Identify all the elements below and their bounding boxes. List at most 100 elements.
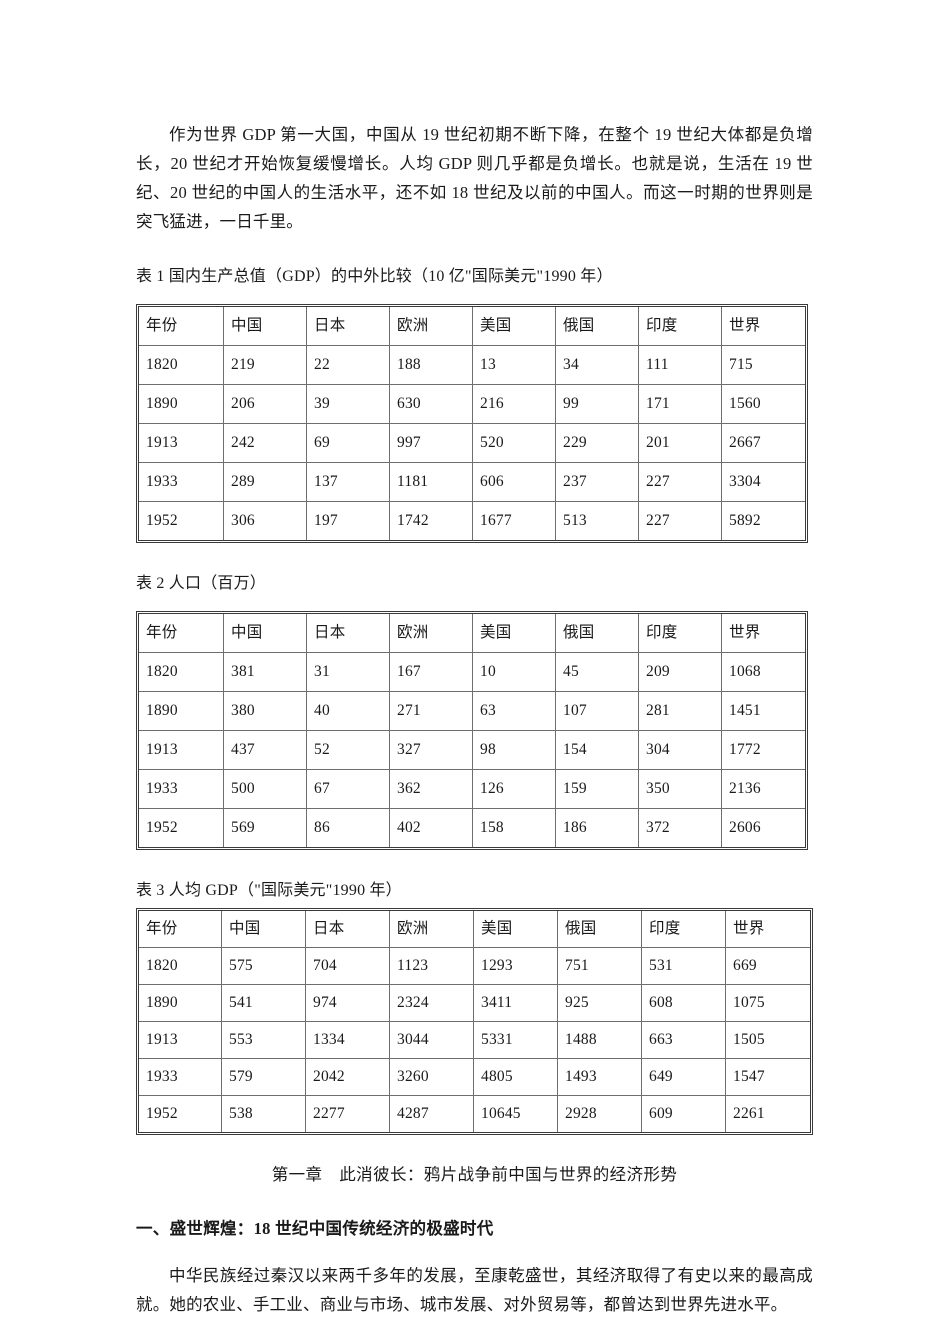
table-cell: 158 [473,809,556,847]
column-header: 中国 [224,614,307,653]
column-header: 俄国 [558,911,642,948]
table-cell: 167 [390,653,473,692]
table-cell: 1123 [390,948,474,985]
table-cell: 13 [473,346,556,385]
column-header: 欧洲 [390,307,473,346]
table-row: 1952 306 197 1742 1677 513 227 5892 [139,502,805,540]
table-cell: 1293 [474,948,558,985]
column-header: 中国 [224,307,307,346]
table-cell: 531 [642,948,726,985]
column-header: 年份 [139,614,224,653]
table-cell: 575 [222,948,306,985]
table-population: 年份 中国 日本 欧洲 美国 俄国 印度 世界 1820 381 31 167 … [136,611,808,850]
table-cell: 1820 [139,346,224,385]
column-header: 世界 [722,614,805,653]
table-cell: 3411 [474,985,558,1022]
table-cell: 1952 [139,502,224,540]
table-cell: 630 [390,385,473,424]
column-header: 世界 [722,307,805,346]
table-cell: 107 [556,692,639,731]
table-cell: 86 [307,809,390,847]
table-cell: 188 [390,346,473,385]
table-cell: 22 [307,346,390,385]
table-cell: 111 [639,346,722,385]
table-cell: 553 [222,1022,306,1059]
column-header: 俄国 [556,614,639,653]
table-cell: 1952 [139,1096,222,1132]
table-cell: 52 [307,731,390,770]
table-cell: 69 [307,424,390,463]
table-cell: 437 [224,731,307,770]
table-cell: 3260 [390,1059,474,1096]
column-header: 美国 [473,307,556,346]
table-cell: 67 [307,770,390,809]
table-cell: 751 [558,948,642,985]
table-cell: 1913 [139,1022,222,1059]
table-cell: 1820 [139,653,224,692]
column-header: 世界 [726,911,810,948]
closing-paragraph: 中华民族经过秦汉以来两千多年的发展，至康乾盛世，其经济取得了有史以来的最高成就。… [136,1266,813,1314]
table-cell: 520 [473,424,556,463]
intro-paragraph: 作为世界 GDP 第一大国，中国从 19 世纪初期不断下降，在整个 19 世纪大… [136,125,813,231]
table-cell: 380 [224,692,307,731]
table-row: 1820 219 22 188 13 34 111 715 [139,346,805,385]
table-cell: 45 [556,653,639,692]
table-cell: 197 [307,502,390,540]
table-cell: 1913 [139,731,224,770]
table-cell: 281 [639,692,722,731]
table-cell: 1493 [558,1059,642,1096]
column-header: 美国 [473,614,556,653]
column-header: 中国 [222,911,306,948]
spacer [136,236,813,266]
table-cell: 2324 [390,985,474,1022]
spacer [136,595,813,611]
table-header-row: 年份 中国 日本 欧洲 美国 俄国 印度 世界 [139,614,805,653]
column-header: 日本 [307,614,390,653]
table-cell: 649 [642,1059,726,1096]
table-cell: 1334 [306,1022,390,1059]
table-cell: 216 [473,385,556,424]
table-3-caption: 表 3 人均 GDP（"国际美元"1990 年） [136,882,402,899]
column-header: 美国 [474,911,558,948]
table-cell: 2606 [729,819,761,837]
table-cell: 1488 [558,1022,642,1059]
table-row: 1933 500 67 362 126 159 350 2136 [139,770,805,809]
table-cell: 1933 [139,770,224,809]
table-cell: 171 [639,385,722,424]
table-cell: 219 [224,346,307,385]
table-cell: 1075 [726,985,810,1022]
table-cell: 538 [222,1096,306,1132]
table-cell: 34 [556,346,639,385]
table-cell: 63 [473,692,556,731]
table-cell: 186 [556,809,639,847]
table-cell: 1772 [722,731,805,770]
table-cell: 39 [307,385,390,424]
table-cell: 1890 [139,385,224,424]
column-header: 欧洲 [390,911,474,948]
table-cell: 372 [639,809,722,847]
table-cell: 1933 [139,463,224,502]
table-cell: 606 [473,463,556,502]
table-row: 1913 242 69 997 520 229 201 2667 [139,424,805,463]
table-cell: 206 [224,385,307,424]
table-cell: 381 [224,653,307,692]
table-cell: 2928 [558,1096,642,1132]
column-header: 日本 [306,911,390,948]
table-row: 1913 437 52 327 98 154 304 1772 [139,731,805,770]
table-cell: 925 [558,985,642,1022]
table-cell: 1547 [726,1059,810,1096]
table-cell: 1068 [722,653,805,692]
table-row: 1820 381 31 167 10 45 209 1068 [139,653,805,692]
table-cell: 306 [224,502,307,540]
table-row: 1820 575 704 1123 1293 751 531 669 [139,948,810,985]
column-header: 年份 [139,911,222,948]
table-cell: 227 [639,463,722,502]
table-row: 1933 579 2042 3260 4805 1493 649 1547 [139,1059,810,1096]
table-cell: 974 [306,985,390,1022]
column-header: 印度 [639,614,722,653]
table-1-caption: 表 1 国内生产总值（GDP）的中外比较（10 亿"国际美元"1990 年） [136,268,613,285]
column-header: 印度 [642,911,726,948]
table-cell: 271 [390,692,473,731]
table-cell: 304 [639,731,722,770]
